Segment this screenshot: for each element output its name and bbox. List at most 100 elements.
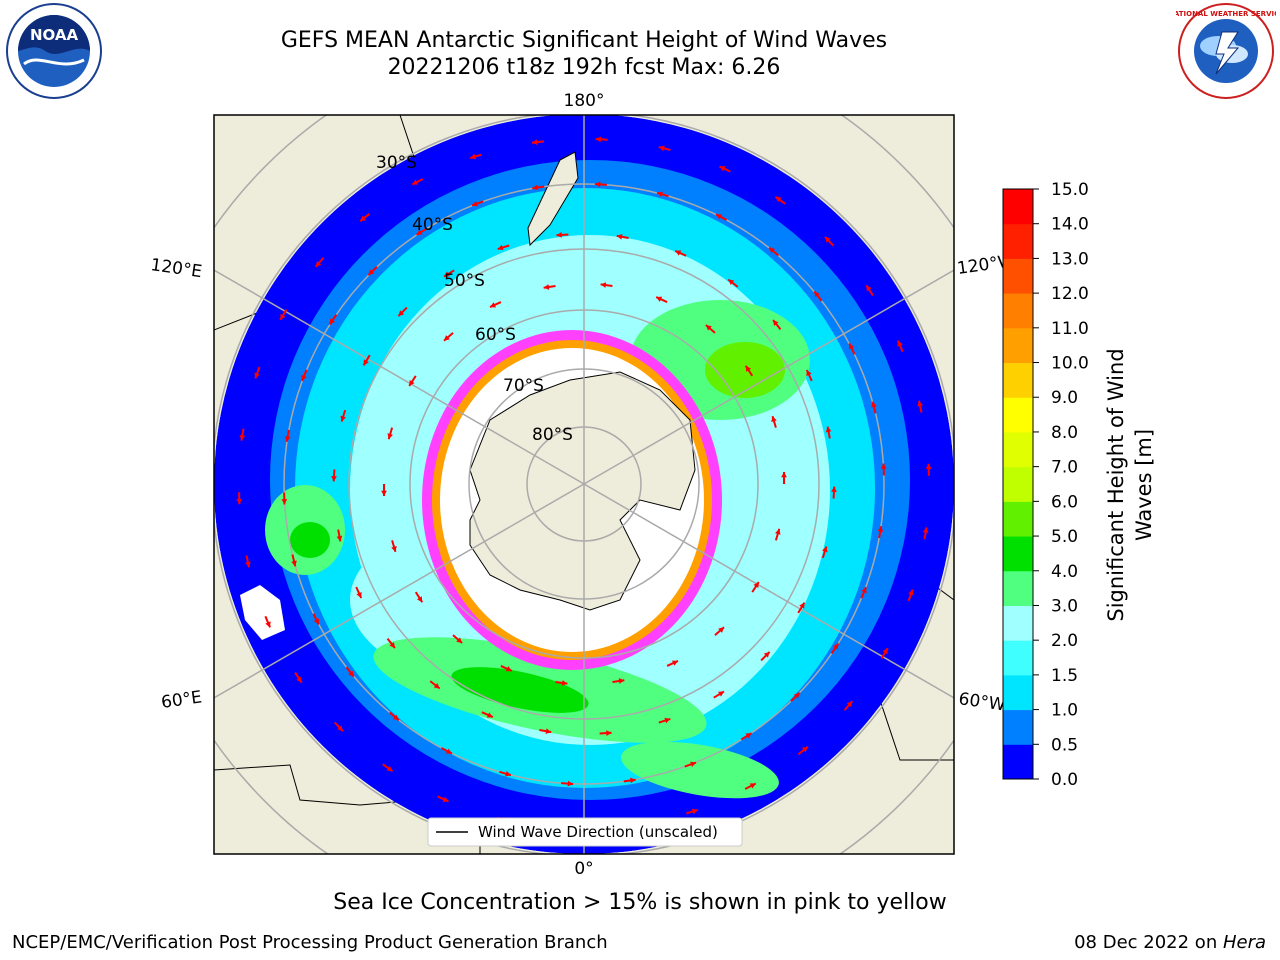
colorbar-segment bbox=[1003, 501, 1033, 537]
wind-wave-arrowhead bbox=[337, 725, 343, 732]
wind-wave-arrowhead bbox=[833, 643, 839, 650]
colorbar-tick-label: 9.0 bbox=[1051, 388, 1078, 408]
land-new-zealand bbox=[527, 151, 579, 247]
wind-wave-arrowhead bbox=[728, 279, 735, 286]
footer-date-text: 08 Dec 2022 on bbox=[1074, 932, 1223, 953]
colorbar-tick-label: 1.5 bbox=[1051, 666, 1078, 686]
wind-wave-arrowhead bbox=[691, 808, 698, 815]
wind-wave-arrowhead bbox=[718, 691, 725, 697]
wind-wave-arrowhead bbox=[409, 379, 415, 386]
land-corner-bottom-right bbox=[820, 780, 954, 854]
colorbar-tick-label: 8.0 bbox=[1051, 423, 1078, 443]
wind-wave-arrowhead bbox=[690, 761, 697, 768]
wind-wave-arrowhead bbox=[848, 343, 855, 350]
colorbar-tick-label: 0.5 bbox=[1051, 735, 1078, 755]
wind-wave-arrowhead bbox=[594, 181, 601, 188]
wind-wave-arrowhead bbox=[331, 475, 337, 482]
wind-wave-arrowhead bbox=[745, 365, 752, 372]
wind-wave-arrowhead bbox=[871, 401, 877, 408]
wind-wave-arrowhead bbox=[773, 319, 779, 326]
wind-wave-arrowhead bbox=[348, 670, 354, 677]
wind-wave-arrowhead bbox=[356, 592, 362, 599]
lon-label-60e: 60°E bbox=[160, 687, 203, 712]
legend-label: Wind Wave Direction (unscaled) bbox=[478, 823, 718, 841]
wind-wave-arrowhead bbox=[825, 426, 832, 433]
wind-wave-arrowhead bbox=[775, 196, 782, 203]
wind-wave-arrowhead bbox=[616, 233, 623, 240]
wind-wave-arrowhead bbox=[606, 730, 612, 736]
colorbar-tick-label: 0.0 bbox=[1051, 770, 1078, 790]
wind-wave-arrowhead bbox=[806, 369, 812, 376]
colorbar-title-line1: Significant Height of Wind bbox=[1104, 348, 1128, 621]
footer-credit: NCEP/EMC/Verification Post Processing Pr… bbox=[12, 932, 608, 953]
noaa-logo-text: NOAA bbox=[30, 26, 79, 44]
wind-wave-arrowhead bbox=[664, 717, 671, 724]
wind-wave-arrowhead bbox=[505, 666, 512, 672]
wind-wave-arrowhead bbox=[545, 728, 552, 735]
colorbar-tick-label: 11.0 bbox=[1051, 319, 1089, 339]
wind-wave-arrowhead bbox=[443, 271, 450, 277]
wind-wave-arrowhead bbox=[412, 179, 419, 185]
wind-wave-arrowhead bbox=[296, 676, 302, 683]
nws-logo: NATIONAL WEATHER SERVICE bbox=[1176, 3, 1276, 99]
wind-wave-arrowhead bbox=[532, 139, 538, 145]
wind-wave-arrowhead bbox=[705, 324, 712, 331]
wind-wave-arrowhead bbox=[897, 340, 903, 347]
wind-wave-arrowhead bbox=[846, 701, 853, 708]
colorbar-tick-label: 1.0 bbox=[1051, 701, 1078, 721]
colorbar-segment bbox=[1003, 223, 1033, 259]
wind-wave-arrowhead bbox=[443, 335, 450, 341]
colorbar-segment bbox=[1003, 640, 1033, 676]
wind-wave-arrowhead bbox=[831, 486, 837, 493]
wind-wave-arrowhead bbox=[301, 374, 307, 381]
lat-label-70s: 70°S bbox=[503, 376, 544, 396]
colorbar-tick-label: 3.0 bbox=[1051, 596, 1078, 616]
wind-wave-arrowhead bbox=[329, 318, 335, 325]
lat-label-80s: 80°S bbox=[532, 425, 573, 445]
colorbar-segment bbox=[1003, 258, 1033, 294]
lat-label-30s: 30°S bbox=[376, 153, 417, 173]
colorbar-title-line2: Waves [m] bbox=[1132, 429, 1156, 541]
wind-wave-arrowhead bbox=[360, 215, 367, 222]
colorbar-segment bbox=[1003, 189, 1033, 225]
wind-wave-arrowhead bbox=[456, 637, 463, 644]
colorbar-segment bbox=[1003, 397, 1033, 433]
colorbar-tick-label: 12.0 bbox=[1051, 284, 1089, 304]
wind-wave-arrowhead bbox=[672, 660, 678, 666]
wind-wave-arrowhead bbox=[236, 498, 243, 505]
wind-wave-arrowhead bbox=[486, 712, 493, 718]
wind-wave-arrowhead bbox=[799, 602, 805, 609]
wind-wave-arrowhead bbox=[280, 313, 286, 320]
wind-wave-arrowhead bbox=[386, 765, 393, 772]
wind-wave-arrowhead bbox=[600, 282, 607, 288]
wind-wave-arrowhead bbox=[254, 372, 260, 379]
colorbar-segment bbox=[1003, 674, 1033, 711]
wind-wave-arrowhead bbox=[556, 232, 562, 238]
wind-wave-arrowhead bbox=[490, 302, 496, 308]
lon-label-60w: 60°W bbox=[957, 689, 1006, 715]
wind-wave-arrowhead bbox=[657, 191, 663, 198]
wind-wave-arrowhead bbox=[445, 748, 452, 754]
wind-wave-arrowhead bbox=[814, 291, 820, 298]
wind-wave-arrowhead bbox=[793, 692, 800, 699]
wind-wave-arrowhead bbox=[416, 229, 423, 235]
wind-wave-arrowhead bbox=[675, 250, 682, 256]
wind-wave-arrowhead bbox=[433, 682, 440, 689]
colorbar-tick-label: 7.0 bbox=[1051, 458, 1078, 478]
wind-wave-arrowhead bbox=[781, 472, 787, 478]
chart-title: GEFS MEAN Antarctic Significant Height o… bbox=[280, 28, 888, 53]
wind-wave-arrowhead bbox=[825, 236, 831, 243]
wind-wave-arrowhead bbox=[416, 596, 423, 603]
wind-wave-arrowhead bbox=[822, 546, 828, 553]
wind-wave-arrowhead bbox=[543, 284, 550, 290]
wind-wave-arrowhead bbox=[340, 415, 346, 422]
wind-wave-arrowhead bbox=[315, 260, 322, 267]
colorbar-segment bbox=[1003, 362, 1033, 398]
wind-wave-arrowhead bbox=[658, 145, 665, 152]
wind-wave-arrowhead bbox=[801, 746, 808, 753]
footer-host: Hera bbox=[1222, 932, 1266, 953]
colorbar: 0.0 0.5 1.0 1.5 2.0 3.0 4.0 5.0 6.0 7.0 8.0 9.0 10.0… bbox=[1002, 180, 1089, 790]
wind-wave-arrowhead bbox=[470, 153, 477, 160]
chart-subtitle: 20221206 t18z 192h fcst Max: 6.26 bbox=[387, 55, 781, 80]
